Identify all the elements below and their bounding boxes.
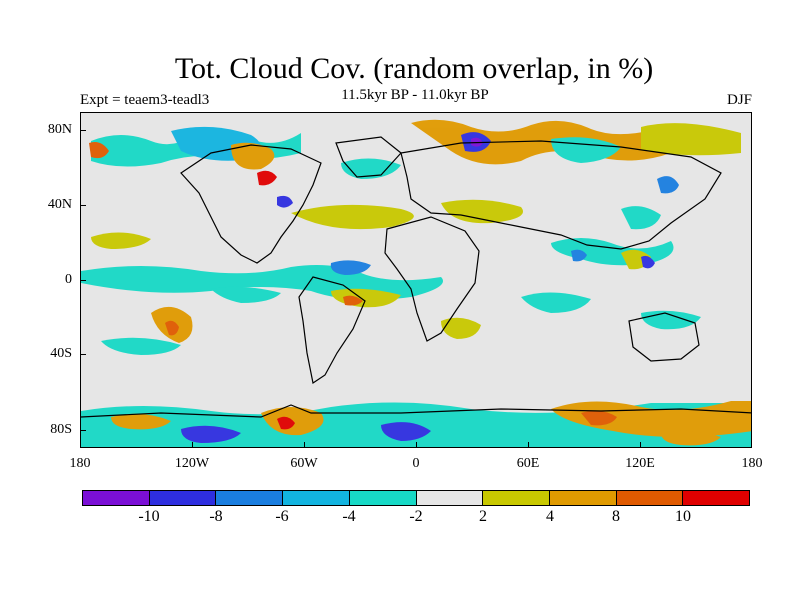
lat-tick (80, 354, 86, 355)
anomaly-patch (641, 255, 655, 269)
colorbar-segment (616, 491, 684, 505)
anomaly-patch (257, 170, 277, 186)
anomaly-patch (581, 410, 617, 426)
coastline-antarctica (81, 404, 751, 418)
colorbar-segment (683, 491, 750, 505)
coastlines (81, 136, 751, 418)
lat-tick (80, 280, 86, 281)
lon-label: 120W (174, 456, 210, 471)
colorbar-segment (283, 491, 350, 505)
colorbar-label: 10 (675, 508, 691, 525)
anomaly-patch (291, 204, 414, 230)
colorbar-label: -4 (342, 508, 356, 525)
lat-tick (80, 130, 86, 131)
colorbar-label: 2 (479, 508, 487, 525)
lon-tick (528, 442, 529, 448)
experiment-label: Expt = teaem3-teadl3 (80, 92, 210, 108)
map-panel (80, 112, 752, 448)
lon-tick (192, 442, 193, 448)
anomaly-patch (91, 232, 151, 249)
lat-tick (80, 430, 86, 431)
lon-tick (304, 442, 305, 448)
lon-label: 60W (290, 456, 318, 471)
colorbar-label: -2 (409, 508, 423, 525)
coastline-greenland (335, 136, 402, 178)
colorbar-segment (216, 491, 284, 505)
colorbar-label: -8 (209, 508, 223, 525)
lon-label: 0 (412, 456, 420, 471)
lat-label: 40S (50, 346, 72, 361)
anomaly-patch (641, 123, 741, 156)
lat-label: 80N (47, 122, 72, 137)
lon-tick (640, 442, 641, 448)
colorbar-segment (416, 491, 484, 505)
anomaly-patch (277, 416, 295, 430)
coastline-south-america (298, 276, 366, 384)
plot-title: Tot. Cloud Cov. (random overlap, in %) (174, 52, 654, 85)
lon-label: 180 (741, 456, 763, 471)
anomaly-patch (381, 422, 431, 441)
colorbar (82, 490, 750, 506)
anomaly-patch (111, 413, 171, 430)
colorbar-segment (483, 491, 550, 505)
anomaly-patch (181, 425, 241, 443)
colorbar-segment (83, 491, 150, 505)
anomaly-patch (411, 119, 671, 165)
anomaly-patch (101, 337, 181, 355)
coastline-eurasia (400, 140, 722, 250)
anomaly-patch (571, 249, 587, 262)
lon-label: 60E (516, 456, 540, 471)
anomaly-patches (81, 119, 751, 447)
anomaly-patch (330, 260, 371, 275)
lon-label: 120E (625, 456, 655, 471)
anomaly-patch (441, 199, 523, 224)
colorbar-segment (149, 491, 217, 505)
coastline-north-america (180, 144, 322, 264)
anomaly-patch (551, 238, 674, 266)
colorbar-label: 8 (612, 508, 620, 525)
lat-label: 80S (50, 422, 72, 437)
colorbar-segment (349, 491, 417, 505)
anomaly-patch (343, 295, 363, 306)
lon-tick (416, 442, 417, 448)
anomaly-patch (661, 430, 721, 446)
colorbar-label: -6 (275, 508, 289, 525)
colorbar-label: 4 (546, 508, 554, 525)
anomaly-patch (521, 292, 591, 313)
anomaly-patch (441, 317, 481, 339)
anomaly-patch (641, 310, 701, 330)
anomaly-patch (341, 158, 401, 179)
anomaly-map-svg (81, 119, 751, 447)
coastline-australia (628, 312, 700, 362)
plot-subtitle: 11.5kyr BP - 11.0kyr BP (341, 87, 489, 103)
anomaly-patch (165, 320, 179, 336)
lon-label: 180 (69, 456, 91, 471)
lat-label: 40N (47, 197, 72, 212)
season-label: DJF (726, 92, 752, 108)
colorbar-segment (549, 491, 617, 505)
lat-tick (80, 205, 86, 206)
anomaly-patch (657, 176, 679, 194)
lat-label: 0 (65, 272, 72, 287)
anomaly-patch (89, 142, 109, 159)
colorbar-label: -10 (138, 508, 160, 525)
anomaly-patch (211, 286, 281, 303)
anomaly-patch (277, 195, 293, 208)
anomaly-patch (231, 142, 275, 170)
anomaly-patch (621, 206, 661, 230)
coastline-africa (384, 216, 480, 342)
